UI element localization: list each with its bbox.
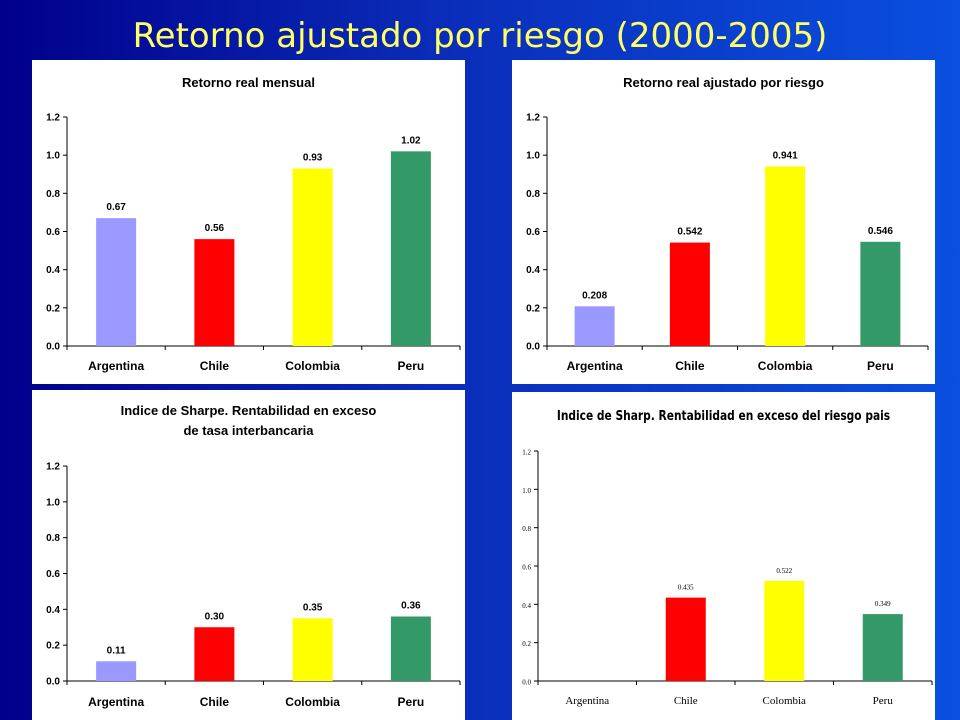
- bar-chile: [669, 242, 710, 346]
- x-category-label: Argentina: [88, 359, 144, 373]
- y-tick-label: 0.4: [522, 602, 531, 610]
- y-tick-label: 0.2: [526, 303, 540, 314]
- y-tick-label: 1.0: [522, 487, 531, 495]
- y-tick-label: 0.2: [46, 303, 60, 314]
- bar-chart: Retorno real mensual 0.0 0.2 0.4 0.6 0.8 1.0 1.…: [46, 75, 461, 373]
- data-label-peru: 0.36: [401, 601, 421, 612]
- y-tick-label: 0.6: [46, 569, 60, 580]
- data-label-peru: 0.349: [875, 600, 891, 608]
- x-category-label: Argentina: [567, 359, 623, 373]
- bar-argentina: [574, 306, 615, 346]
- y-tick-label: 0.0: [522, 679, 531, 687]
- x-category-label: Colombia: [285, 695, 340, 709]
- y-tick-label: 0.6: [522, 564, 531, 572]
- bar-colombia: [765, 166, 806, 346]
- y-tick-label: 1.2: [522, 449, 531, 457]
- x-category-label: Peru: [398, 695, 425, 709]
- x-category-label: Chile: [200, 359, 230, 373]
- y-tick-label: 0.0: [46, 342, 60, 353]
- x-category-label: Colombia: [763, 695, 807, 707]
- chart-panel-sharpe-interbancaria: Indice de Sharpe. Rentabilidad en exceso…: [32, 390, 465, 720]
- chart-title-line: Retorno real ajustado por riesgo: [623, 75, 824, 90]
- y-tick-label: 1.0: [526, 151, 540, 162]
- data-label-argentina: 0.11: [107, 645, 126, 656]
- x-category-label: Peru: [867, 359, 894, 373]
- bar-chart: Indice de Sharpe. Rentabilidad en exceso…: [46, 403, 461, 709]
- chart-title-line: Indice de Sharpe. Rentabilidad en exceso: [121, 403, 377, 418]
- x-category-label: Argentina: [565, 695, 609, 707]
- bar-colombia: [292, 618, 333, 681]
- chart-panel-retorno-real-mensual: Retorno real mensual 0.0 0.2 0.4 0.6 0.8 1.0 1.…: [32, 60, 465, 384]
- chart-title-line: Retorno real mensual: [182, 75, 315, 90]
- x-category-label: Chile: [200, 695, 230, 709]
- data-label-argentina: 0.67: [106, 202, 126, 213]
- chart-panel-retorno-ajustado: Retorno real ajustado por riesgo 0.0 0.2 0.…: [512, 60, 935, 384]
- bar-chart: Indice de Sharp. Rentabilidad en exceso …: [522, 408, 933, 707]
- chart-title-line: de tasa interbancaria: [183, 423, 314, 438]
- data-label-colombia: 0.941: [773, 150, 798, 161]
- data-label-peru: 1.02: [401, 135, 421, 146]
- x-category-label: Chile: [675, 359, 705, 373]
- bar-colombia: [292, 168, 333, 346]
- y-tick-label: 0.6: [46, 227, 60, 238]
- y-tick-label: 0.0: [46, 677, 60, 688]
- bar-colombia: [764, 580, 805, 681]
- data-label-colombia: 0.35: [303, 602, 323, 613]
- data-label-colombia: 0.522: [776, 567, 792, 575]
- x-category-label: Peru: [398, 359, 425, 373]
- y-tick-label: 0.2: [46, 641, 60, 652]
- y-tick-label: 0.4: [46, 265, 60, 276]
- x-category-label: Colombia: [285, 359, 340, 373]
- y-tick-label: 0.8: [46, 533, 60, 544]
- data-label-peru: 0.546: [868, 226, 893, 237]
- bar-argentina: [96, 218, 137, 346]
- bar-argentina: [96, 661, 137, 681]
- bar-chile: [665, 597, 706, 681]
- y-tick-label: 0.8: [46, 189, 60, 200]
- slide-title: Retorno ajustado por riesgo (2000-2005): [132, 16, 828, 56]
- x-category-label: Argentina: [88, 695, 144, 709]
- data-label-chile: 0.435: [678, 584, 694, 592]
- chart-panel-sharpe-riesgo-pais: Indice de Sharp. Rentabilidad en exceso …: [512, 392, 935, 720]
- y-tick-label: 0.2: [522, 640, 531, 648]
- bar-peru: [390, 151, 431, 346]
- x-category-label: Chile: [674, 695, 698, 707]
- y-tick-label: 0.8: [526, 189, 540, 200]
- data-label-chile: 0.30: [205, 611, 225, 622]
- bar-chile: [194, 239, 235, 346]
- y-tick-label: 1.2: [46, 113, 60, 124]
- data-label-chile: 0.56: [205, 223, 225, 234]
- x-category-label: Peru: [873, 695, 894, 707]
- y-tick-label: 1.0: [46, 497, 60, 508]
- y-tick-label: 0.8: [522, 525, 531, 533]
- x-category-label: Colombia: [758, 359, 813, 373]
- y-tick-label: 1.2: [46, 462, 60, 473]
- bar-chile: [194, 627, 235, 681]
- y-tick-label: 1.0: [46, 151, 60, 162]
- bar-peru: [862, 614, 903, 681]
- chart-title-line: Indice de Sharp. Rentabilidad en exceso …: [557, 408, 890, 423]
- y-tick-label: 0.4: [46, 605, 60, 616]
- data-label-argentina: 0.208: [582, 290, 607, 301]
- data-label-chile: 0.542: [677, 227, 702, 238]
- data-label-colombia: 0.93: [303, 153, 323, 164]
- bar-peru: [390, 616, 431, 681]
- y-tick-label: 0.4: [526, 265, 540, 276]
- y-tick-label: 0.0: [526, 342, 540, 353]
- y-tick-label: 1.2: [526, 113, 540, 124]
- bar-chart: Retorno real ajustado por riesgo 0.0 0.2 0.…: [526, 75, 929, 373]
- bar-peru: [860, 241, 901, 346]
- y-tick-label: 0.6: [526, 227, 540, 238]
